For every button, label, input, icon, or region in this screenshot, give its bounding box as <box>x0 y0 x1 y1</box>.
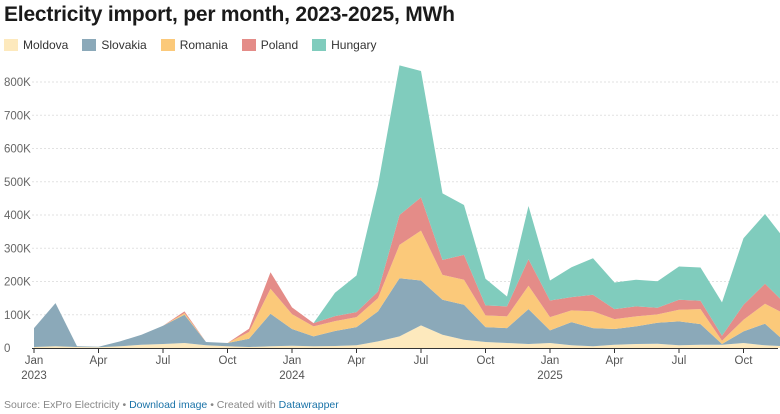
y-tick-label: 600K <box>4 144 31 156</box>
x-tick-label: Oct <box>477 355 496 367</box>
datawrapper-link[interactable]: Datawrapper <box>278 399 339 411</box>
legend-swatch-moldova <box>4 39 18 51</box>
y-tick-label: 0 <box>4 343 10 355</box>
x-tick-label: Apr <box>90 355 108 367</box>
legend-item-slovakia: Slovakia <box>82 38 147 52</box>
legend-item-romania: Romania <box>160 38 228 52</box>
legend-label-slovakia: Slovakia <box>101 38 147 52</box>
legend-item-poland: Poland <box>241 38 299 52</box>
legend-swatch-slovakia <box>82 39 97 51</box>
footer-source: Source: ExPro Electricity <box>4 399 120 411</box>
legend-label-hungary: Hungary <box>331 38 377 52</box>
legend-label-moldova: Moldova <box>23 38 69 52</box>
footer: Source: ExPro Electricity • Download ima… <box>4 399 339 411</box>
area-series-romania <box>34 230 780 347</box>
y-tick-label: 300K <box>4 243 31 255</box>
area-series-poland <box>34 197 780 347</box>
x-tick-label: Jan <box>283 355 302 367</box>
legend-item-moldova: Moldova <box>4 38 68 52</box>
x-tick-label: Jul <box>414 355 429 367</box>
x-tick-label: Jul <box>156 355 171 367</box>
y-tick-label: 400K <box>4 210 31 222</box>
y-tick-label: 200K <box>4 277 31 289</box>
x-tick-label: Apr <box>606 355 624 367</box>
footer-sep: • <box>119 399 130 411</box>
x-tick-label: Oct <box>735 355 754 367</box>
legend-label-poland: Poland <box>260 38 299 52</box>
x-tick-label: Jan <box>25 355 44 367</box>
x-tick-label: Apr <box>348 355 366 367</box>
y-tick-label: 700K <box>4 110 31 122</box>
legend-swatch-hungary <box>312 39 327 51</box>
footer-created: • Created with <box>207 399 279 411</box>
legend-swatch-poland <box>241 39 256 51</box>
y-tick-label: 800K <box>4 77 31 89</box>
legend-swatch-romania <box>160 39 175 51</box>
x-tick-label: Jul <box>672 355 687 367</box>
y-tick-label: 100K <box>4 310 31 322</box>
x-tick-label: Jan <box>541 355 560 367</box>
area-series-slovakia <box>34 278 780 348</box>
x-tick-year-label: 2024 <box>279 370 305 382</box>
download-image-link[interactable]: Download image <box>129 399 208 411</box>
area-series-hungary <box>34 65 780 347</box>
chart-legend: Moldova Slovakia Romania Poland Hungary <box>4 38 390 52</box>
legend-label-romania: Romania <box>179 38 228 52</box>
chart-title: Electricity import, per month, 2023-2025… <box>4 3 455 26</box>
x-tick-year-label: 2025 <box>537 370 563 382</box>
legend-item-hungary: Hungary <box>312 38 376 52</box>
y-tick-label: 500K <box>4 177 31 189</box>
x-tick-year-label: 2023 <box>21 370 47 382</box>
x-tick-label: Oct <box>219 355 238 367</box>
area-series-moldova <box>34 325 780 348</box>
